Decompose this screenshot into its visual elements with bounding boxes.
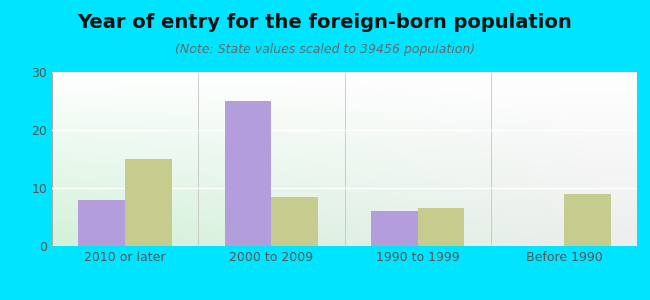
Bar [272,197,318,246]
Text: Year of entry for the foreign-born population: Year of entry for the foreign-born popul… [77,14,573,32]
Bar [564,194,610,246]
Bar [371,211,417,246]
Bar [417,208,464,246]
Bar [125,159,172,246]
Bar [225,101,272,246]
Text: (Note: State values scaled to 39456 population): (Note: State values scaled to 39456 popu… [175,44,475,56]
Bar [78,200,125,246]
